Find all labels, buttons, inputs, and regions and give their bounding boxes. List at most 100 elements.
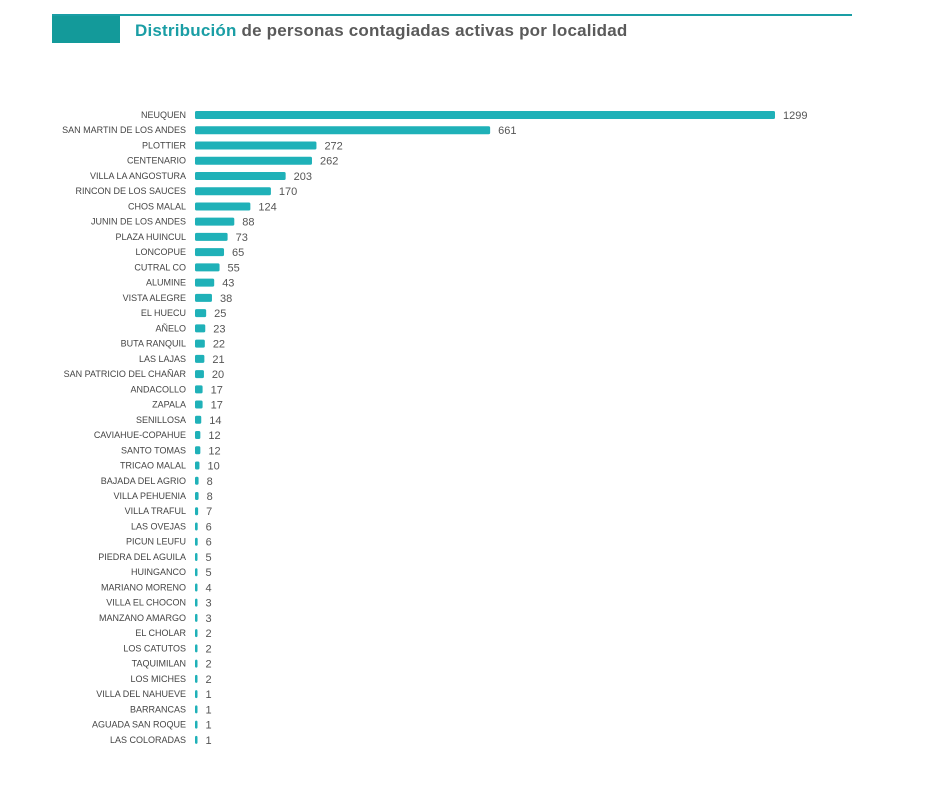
bar [195, 446, 201, 455]
bar [195, 674, 198, 683]
bar [195, 552, 198, 561]
category-label: ALUMINE [146, 278, 186, 288]
bar [195, 720, 198, 729]
value-label: 5 [206, 552, 212, 564]
category-label: LONCOPUE [135, 247, 186, 257]
bar [195, 202, 251, 211]
value-label: 272 [324, 140, 342, 152]
value-label: 5 [206, 567, 212, 579]
value-label: 6 [206, 521, 212, 533]
value-label: 2 [206, 659, 212, 671]
category-label: PIEDRA DEL AGUILA [98, 552, 186, 562]
category-label: SAN PATRICIO DEL CHAÑAR [64, 369, 187, 379]
value-label: 17 [211, 400, 223, 412]
chart-title-rest: de personas contagiadas activas por loca… [236, 21, 628, 40]
value-label: 73 [236, 232, 248, 244]
category-label: AÑELO [155, 323, 186, 333]
category-label: VILLA TRAFUL [125, 506, 186, 516]
category-label: PLOTTIER [142, 140, 187, 150]
category-label: VILLA LA ANGOSTURA [90, 171, 186, 181]
value-label: 20 [212, 369, 224, 381]
category-label: EL CHOLAR [135, 628, 186, 638]
value-label: 23 [213, 323, 225, 335]
bar [195, 385, 203, 394]
value-label: 12 [208, 430, 220, 442]
category-label: JUNIN DE LOS ANDES [91, 217, 186, 227]
value-label: 1299 [783, 110, 807, 122]
value-label: 4 [206, 582, 212, 594]
bar [195, 156, 312, 165]
bar [195, 232, 228, 241]
category-label: SANTO TOMAS [121, 445, 186, 455]
bar [195, 126, 491, 135]
header-accent-block [52, 16, 120, 43]
category-label: SENILLOSA [136, 415, 186, 425]
category-label: CHOS MALAL [128, 201, 186, 211]
category-label: VISTA ALEGRE [123, 293, 186, 303]
category-label: HUINGANCO [131, 567, 186, 577]
bar [195, 476, 199, 485]
category-label: LAS OVEJAS [131, 521, 186, 531]
value-label: 262 [320, 156, 338, 168]
bar [195, 522, 198, 531]
bar [195, 415, 202, 424]
value-label: 170 [279, 186, 297, 198]
category-label: CENTENARIO [127, 156, 186, 166]
value-label: 14 [209, 415, 221, 427]
bar [195, 309, 207, 318]
value-label: 1 [206, 720, 212, 732]
value-label: 8 [207, 476, 213, 488]
chart-title-highlight: Distribución [135, 21, 237, 40]
category-label: RINCON DE LOS SAUCES [75, 186, 186, 196]
value-label: 6 [206, 537, 212, 549]
value-label: 7 [206, 506, 212, 518]
category-label: VILLA DEL NAHUEVE [96, 689, 186, 699]
category-label: LAS COLORADAS [110, 735, 186, 745]
category-label: BAJADA DEL AGRIO [101, 476, 186, 486]
category-label: BUTA RANQUIL [121, 339, 186, 349]
bar [195, 339, 205, 348]
value-label: 10 [207, 461, 219, 473]
value-label: 55 [228, 262, 240, 274]
value-label: 43 [222, 278, 234, 290]
bar [195, 187, 271, 196]
bar [195, 354, 205, 363]
header-rule [52, 14, 852, 16]
category-label: ZAPALA [152, 400, 186, 410]
category-label: MANZANO AMARGO [99, 613, 186, 623]
category-label: BARRANCAS [130, 704, 186, 714]
bar [195, 461, 200, 470]
bar [195, 629, 198, 638]
category-label: EL HUECU [141, 308, 186, 318]
value-label: 1 [206, 689, 212, 701]
bar [195, 492, 199, 500]
value-label: 203 [294, 171, 312, 183]
bar [195, 644, 198, 653]
category-label: CUTRAL CO [134, 262, 186, 272]
category-label: VILLA EL CHOCON [106, 598, 186, 608]
bar [195, 537, 198, 546]
bar [195, 583, 198, 592]
chart-title: Distribución de personas contagiadas act… [135, 21, 627, 41]
bar [195, 217, 235, 226]
category-label: MARIANO MORENO [101, 582, 186, 592]
category-label: LAS LAJAS [139, 354, 186, 364]
category-label: TRICAO MALAL [120, 461, 186, 471]
bar [195, 370, 204, 379]
bar [195, 111, 775, 119]
bar [195, 278, 215, 287]
category-label: NEUQUEN [141, 110, 186, 120]
value-label: 38 [220, 293, 232, 305]
value-label: 2 [206, 674, 212, 686]
bar [195, 324, 206, 333]
value-label: 25 [214, 308, 226, 320]
value-label: 17 [211, 384, 223, 396]
value-label: 124 [258, 201, 276, 213]
category-label: SAN MARTIN DE LOS ANDES [62, 125, 186, 135]
bar [195, 263, 220, 272]
category-label: LOS MICHES [130, 674, 186, 684]
value-label: 3 [206, 613, 212, 625]
bar [195, 735, 198, 744]
value-label: 88 [242, 217, 254, 229]
